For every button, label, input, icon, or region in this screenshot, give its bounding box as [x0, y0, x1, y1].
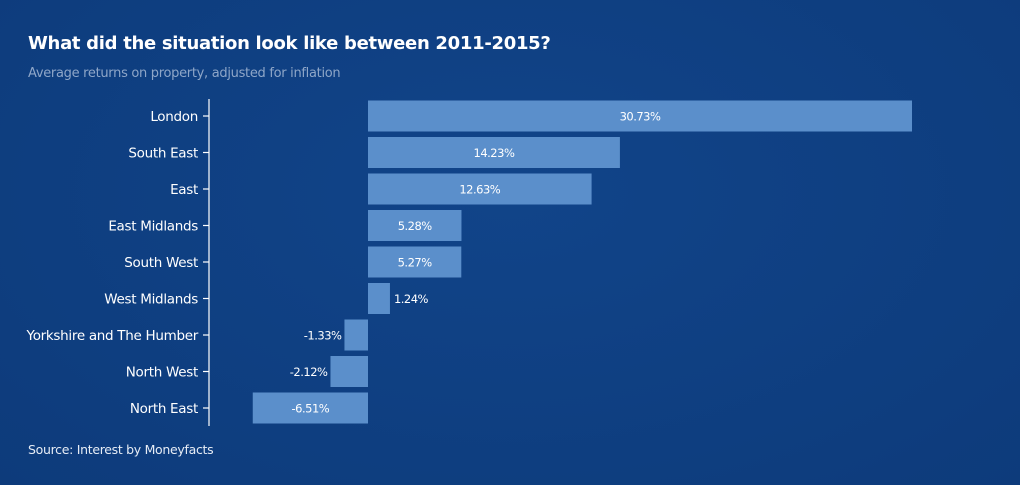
category-label: Yorkshire and The Humber: [26, 328, 199, 344]
category-label: London: [150, 109, 198, 125]
data-label: -6.51%: [292, 402, 330, 416]
bar: [252, 392, 368, 424]
data-label: 30.73%: [620, 110, 661, 124]
category-label: East: [170, 182, 198, 198]
bar: [330, 356, 368, 387]
bar: [368, 100, 912, 132]
category-label: North East: [130, 401, 198, 417]
category-label: North West: [126, 365, 198, 381]
data-label: -2.12%: [290, 365, 328, 379]
data-label: 5.28%: [398, 219, 433, 233]
bar: [368, 173, 592, 205]
chart-subtitle: Average returns on property, adjusted fo…: [28, 66, 341, 81]
data-label: -1.33%: [304, 329, 342, 343]
category-label: South West: [124, 255, 198, 271]
category-label: West Midlands: [104, 292, 198, 308]
data-label: 5.27%: [398, 256, 433, 270]
data-label: 12.63%: [459, 183, 500, 197]
data-label: 1.24%: [394, 292, 429, 306]
bar: [368, 283, 390, 314]
bar: [344, 319, 368, 351]
chart-title: What did the situation look like between…: [28, 33, 551, 54]
bar: [368, 137, 620, 168]
category-label: East Midlands: [108, 219, 198, 235]
category-label: South East: [128, 146, 198, 162]
bar: [368, 210, 462, 241]
source-note: Source: Interest by Moneyfacts: [28, 442, 214, 457]
data-label: 14.23%: [474, 146, 515, 160]
bar: [368, 246, 462, 278]
